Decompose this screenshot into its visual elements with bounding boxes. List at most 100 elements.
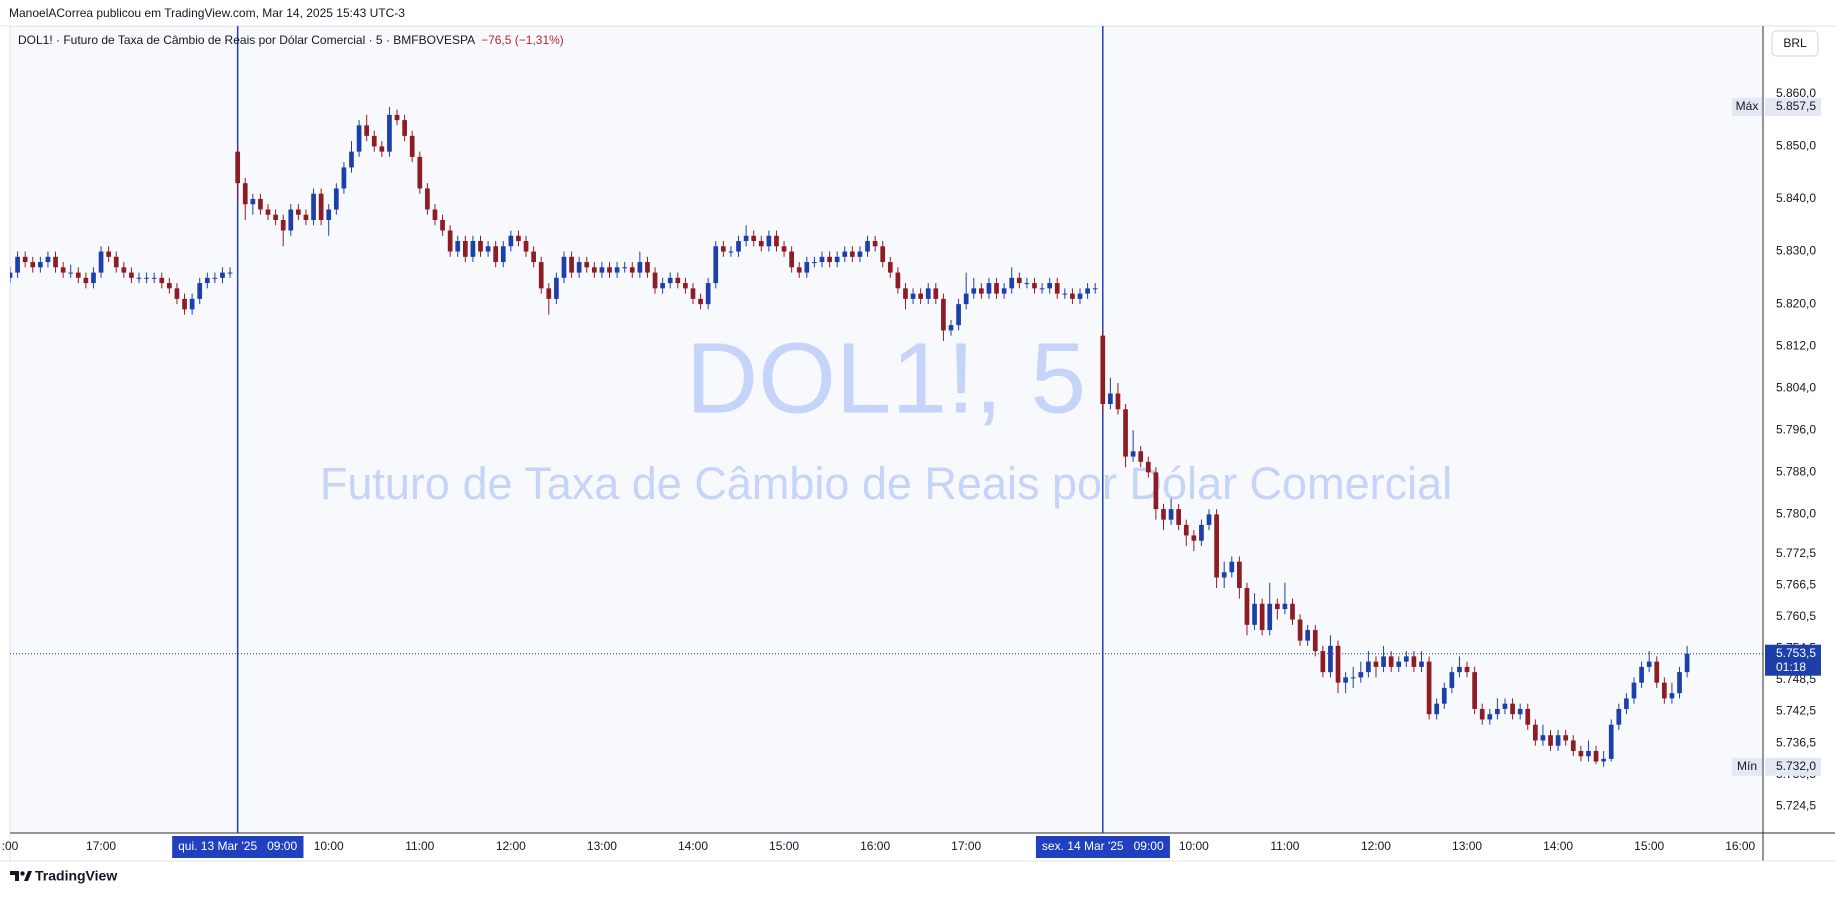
candle-body [1578, 750, 1584, 757]
candle-body [637, 262, 643, 273]
candle-body [576, 262, 582, 273]
candle-body [1532, 724, 1538, 741]
candle-body [1616, 708, 1622, 725]
y-tick-label: 5.812,0 [1776, 338, 1816, 352]
candle-body [1047, 283, 1053, 289]
candle-body [910, 293, 916, 299]
max-label-value: 5.857,5 [1776, 99, 1816, 113]
candle-body [1145, 461, 1151, 473]
candle-body [728, 251, 734, 253]
candle-body [1426, 661, 1432, 715]
x-tick-label: 17:00 [86, 839, 116, 853]
candle-body [1563, 735, 1569, 741]
candle-body [941, 298, 946, 331]
candle-body [1259, 603, 1265, 631]
candle-body [1434, 703, 1440, 715]
candle-body [1487, 714, 1493, 720]
y-tick-label: 5.796,0 [1776, 422, 1816, 436]
candle-body [1001, 288, 1007, 294]
candle-body [1016, 277, 1022, 284]
candle-body [30, 262, 36, 268]
currency-label[interactable]: BRL [1783, 36, 1807, 50]
candle-body [979, 288, 984, 294]
candle-body [1282, 603, 1288, 610]
candle-body [508, 235, 514, 247]
candle-body [1206, 514, 1212, 525]
candle-body [53, 256, 58, 268]
x-tick-label: 13:00 [1452, 839, 1482, 853]
candle-body [538, 262, 544, 289]
candle-body [113, 256, 119, 268]
candle-body [1586, 750, 1591, 757]
candle-body [258, 198, 263, 210]
currency-button[interactable] [1771, 30, 1819, 57]
candle-body [1274, 603, 1280, 610]
candle-body [167, 283, 172, 289]
x-tick-label: 10:00 [1179, 839, 1209, 853]
candle-body [857, 251, 863, 257]
candle-body [182, 298, 187, 310]
y-tick-label: 5.820,0 [1776, 296, 1816, 310]
candle-body [1138, 451, 1144, 462]
candle-body [683, 283, 688, 289]
candle-body [865, 241, 870, 252]
candle-body [364, 125, 370, 136]
candle-body [273, 214, 278, 220]
min-label-tag: Mín [1737, 759, 1757, 773]
candle-body [994, 283, 999, 294]
candle-body [599, 267, 605, 273]
y-tick-label: 5.830,0 [1776, 244, 1816, 258]
candle-body [561, 256, 567, 278]
candle-body [1510, 703, 1515, 715]
candle-body [781, 246, 787, 252]
y-tick-label: 5.760,5 [1776, 609, 1816, 623]
candle-body [1601, 758, 1606, 762]
max-label-tag-bg [1732, 97, 1762, 116]
candle-body [1161, 509, 1166, 520]
candle-body [1335, 645, 1341, 683]
candle-body [425, 188, 430, 210]
candle-body [1168, 509, 1174, 520]
candle-body [121, 267, 127, 273]
candle-body [204, 277, 210, 284]
candle-body [417, 156, 423, 189]
plot-area [10, 26, 1763, 833]
candle-body [1130, 451, 1136, 457]
candle-body [349, 151, 354, 168]
candle-body [38, 262, 43, 268]
x-tick-highlight [1035, 836, 1170, 858]
candle-body [1039, 288, 1045, 290]
y-tick-label: 5.804,0 [1776, 380, 1816, 394]
candle-body [1669, 693, 1675, 699]
candle-body [1631, 682, 1637, 699]
candle-body [523, 241, 529, 252]
candle-body [379, 146, 385, 152]
candle-body [1525, 708, 1531, 725]
candle-body [10, 272, 13, 278]
candle-body [591, 267, 597, 273]
candle-body [736, 241, 741, 252]
candle-body [1191, 535, 1197, 541]
x-tick-label: 11:00 [1270, 839, 1299, 853]
candle-body [918, 293, 924, 299]
candle-body [766, 235, 772, 247]
candle-body [333, 188, 339, 210]
candle-body [1244, 588, 1250, 625]
candle-body [629, 267, 635, 273]
y-tick-label: 5.850,0 [1776, 139, 1816, 153]
candle-body [91, 272, 96, 284]
candle-body [356, 125, 362, 152]
candle-body [1100, 335, 1106, 405]
candle-body [819, 256, 825, 263]
candle-body [1062, 293, 1068, 295]
candle-body [235, 151, 241, 184]
candle-body [144, 277, 149, 279]
watermark: DOL1!, 5 [686, 322, 1086, 434]
candle-body [470, 241, 476, 257]
candle-body [1654, 661, 1660, 683]
x-tick-label: 17:00 [951, 839, 981, 853]
candle-body [1366, 661, 1371, 673]
candle-body [660, 283, 665, 289]
